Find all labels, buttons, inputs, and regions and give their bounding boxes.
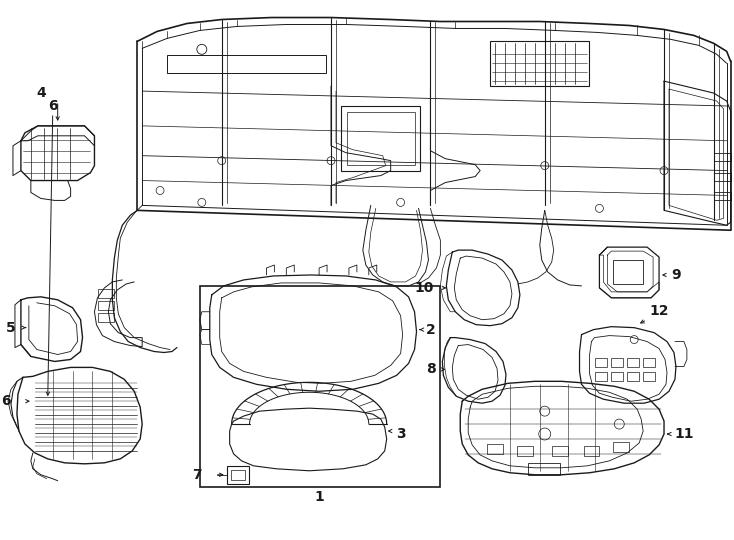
Text: 1: 1 (314, 490, 324, 504)
Text: 2: 2 (426, 322, 435, 336)
Bar (517, 446, 533, 456)
Bar (230, 470, 244, 480)
Bar (227, 466, 249, 484)
Text: 6: 6 (48, 99, 57, 113)
Bar (347, 112, 415, 165)
Text: 7: 7 (192, 468, 202, 482)
Bar (595, 373, 607, 381)
Text: 3: 3 (396, 427, 405, 441)
Bar (628, 373, 639, 381)
Bar (528, 463, 559, 475)
Bar (98, 313, 115, 322)
Bar (611, 373, 623, 381)
Bar (643, 373, 655, 381)
Bar (167, 55, 326, 73)
Text: 5: 5 (6, 321, 16, 335)
Bar (490, 42, 589, 86)
Text: 12: 12 (650, 303, 669, 318)
Bar (643, 359, 655, 367)
Bar (552, 446, 567, 456)
Bar (611, 359, 623, 367)
Text: 4: 4 (36, 86, 46, 100)
Bar (614, 442, 629, 452)
Bar (487, 444, 503, 454)
Bar (200, 286, 440, 487)
Text: 10: 10 (414, 281, 433, 295)
Text: 9: 9 (671, 268, 680, 282)
Bar (628, 359, 639, 367)
Bar (98, 289, 115, 298)
Bar (595, 359, 607, 367)
Text: 6: 6 (1, 394, 11, 408)
Bar (341, 106, 421, 171)
Text: 11: 11 (674, 427, 694, 441)
Bar (614, 260, 643, 284)
Bar (584, 446, 600, 456)
Bar (98, 301, 115, 310)
Text: 8: 8 (426, 362, 435, 376)
